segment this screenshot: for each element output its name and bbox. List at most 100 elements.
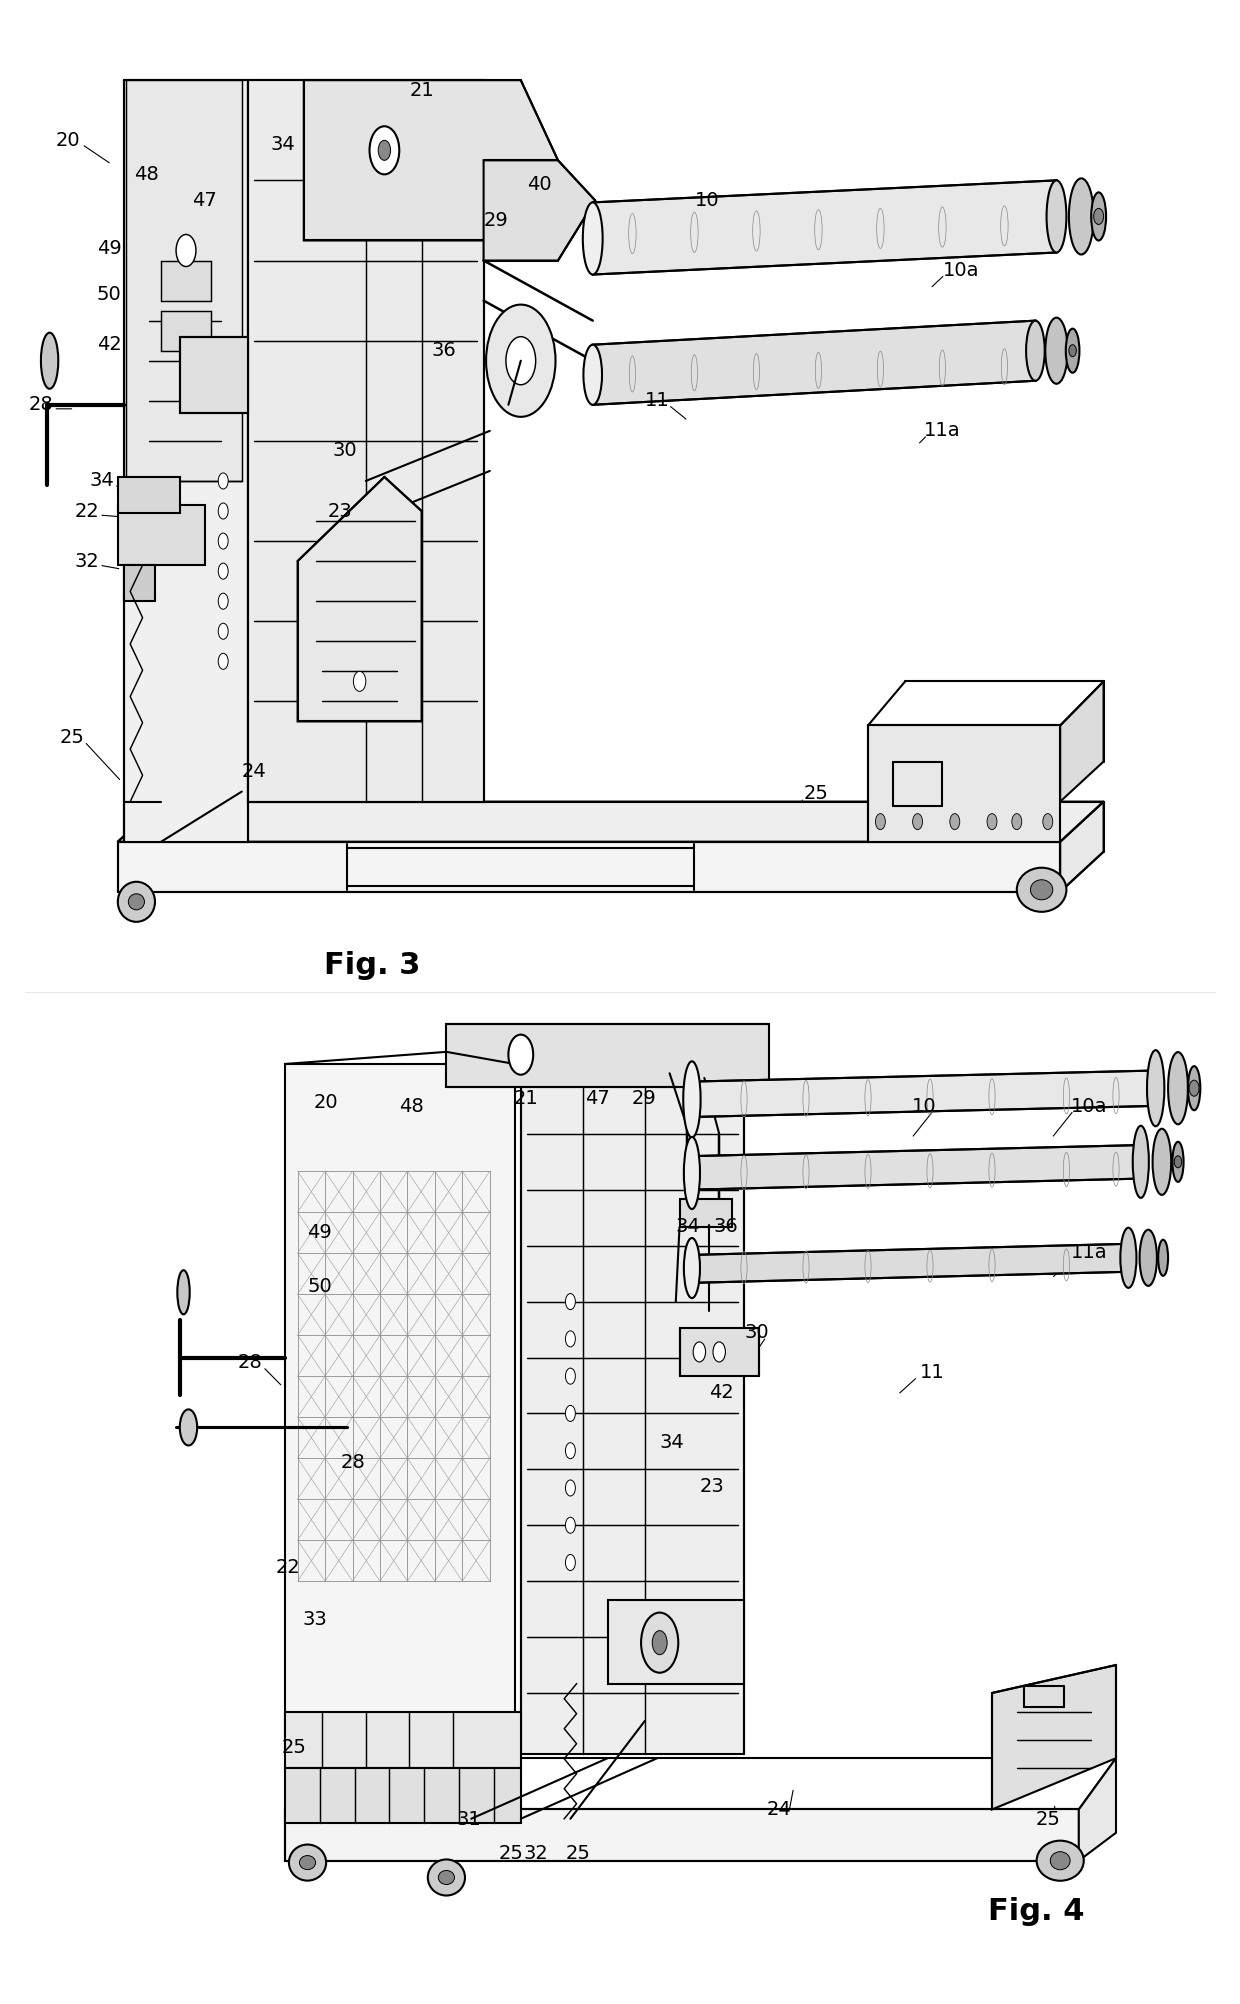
Polygon shape	[180, 337, 248, 413]
Circle shape	[565, 1405, 575, 1421]
Circle shape	[1069, 345, 1076, 357]
Ellipse shape	[1140, 1230, 1157, 1287]
Circle shape	[486, 305, 556, 417]
Ellipse shape	[1173, 1142, 1183, 1182]
Text: 30: 30	[332, 441, 357, 461]
Polygon shape	[992, 1665, 1116, 1810]
Polygon shape	[118, 477, 180, 513]
Circle shape	[565, 1331, 575, 1347]
Ellipse shape	[583, 202, 603, 275]
Circle shape	[218, 503, 228, 519]
Ellipse shape	[1147, 1050, 1164, 1126]
Text: 49: 49	[97, 238, 122, 259]
Text: 23: 23	[699, 1477, 724, 1497]
Ellipse shape	[41, 333, 58, 389]
Text: 28: 28	[341, 1453, 366, 1473]
Ellipse shape	[1017, 868, 1066, 912]
Text: 10a: 10a	[942, 261, 980, 281]
Polygon shape	[298, 477, 422, 721]
Circle shape	[987, 814, 997, 830]
Ellipse shape	[1121, 1228, 1136, 1289]
Polygon shape	[1079, 1758, 1116, 1860]
Text: 25: 25	[281, 1737, 306, 1758]
Text: 50: 50	[308, 1277, 332, 1297]
Text: 11: 11	[645, 391, 670, 411]
Text: 28: 28	[29, 395, 53, 415]
Ellipse shape	[1133, 1126, 1148, 1198]
Circle shape	[370, 126, 399, 174]
Text: 31: 31	[456, 1810, 481, 1830]
Circle shape	[218, 533, 228, 549]
Polygon shape	[868, 725, 1060, 842]
Circle shape	[1094, 208, 1104, 224]
Bar	[161, 261, 211, 301]
Bar	[446, 1024, 769, 1088]
Circle shape	[565, 1369, 575, 1385]
Circle shape	[950, 814, 960, 830]
Ellipse shape	[684, 1136, 699, 1208]
Text: 34: 34	[89, 471, 114, 491]
Polygon shape	[285, 1810, 1079, 1860]
Text: 20: 20	[56, 130, 81, 150]
Polygon shape	[124, 80, 248, 842]
Circle shape	[218, 653, 228, 669]
Text: 30: 30	[744, 1323, 769, 1343]
Ellipse shape	[439, 1870, 455, 1884]
Circle shape	[378, 140, 391, 160]
Circle shape	[1043, 814, 1053, 830]
Text: 42: 42	[97, 335, 122, 355]
Ellipse shape	[584, 345, 603, 405]
Text: 50: 50	[97, 285, 122, 305]
Text: 49: 49	[308, 1222, 332, 1242]
Ellipse shape	[129, 894, 144, 910]
Circle shape	[1189, 1080, 1199, 1096]
Text: 21: 21	[513, 1088, 538, 1108]
Circle shape	[218, 623, 228, 639]
Text: 25: 25	[498, 1844, 523, 1864]
Bar	[124, 565, 155, 601]
Text: 34: 34	[676, 1216, 701, 1236]
Circle shape	[713, 1343, 725, 1363]
Bar	[161, 311, 211, 351]
Circle shape	[218, 593, 228, 609]
Text: 25: 25	[804, 784, 828, 804]
Text: 11: 11	[920, 1363, 945, 1383]
Ellipse shape	[1025, 321, 1044, 381]
Circle shape	[913, 814, 923, 830]
Circle shape	[565, 1443, 575, 1459]
Ellipse shape	[1045, 319, 1068, 385]
Ellipse shape	[300, 1856, 315, 1870]
Polygon shape	[688, 1070, 1156, 1116]
Text: 25: 25	[565, 1844, 590, 1864]
Circle shape	[176, 234, 196, 267]
Text: 10: 10	[911, 1096, 936, 1116]
Text: 25: 25	[1035, 1810, 1060, 1830]
Bar	[118, 505, 205, 565]
Text: Fig. 3: Fig. 3	[324, 952, 420, 980]
Text: 33: 33	[303, 1609, 327, 1629]
Text: 11a: 11a	[1070, 1242, 1107, 1263]
Text: 34: 34	[660, 1433, 684, 1453]
Text: 29: 29	[484, 210, 508, 230]
Bar	[285, 1711, 521, 1768]
Ellipse shape	[1158, 1240, 1168, 1277]
Ellipse shape	[1168, 1052, 1188, 1124]
Ellipse shape	[118, 882, 155, 922]
Text: 10: 10	[694, 190, 719, 210]
Circle shape	[506, 337, 536, 385]
Polygon shape	[1060, 802, 1104, 892]
Circle shape	[652, 1631, 667, 1655]
Text: 10a: 10a	[1070, 1096, 1107, 1116]
Text: 47: 47	[192, 190, 217, 210]
Bar	[680, 1198, 732, 1226]
Text: 11a: 11a	[924, 421, 961, 441]
Ellipse shape	[1047, 180, 1066, 253]
Polygon shape	[304, 80, 558, 240]
Text: 20: 20	[314, 1092, 339, 1112]
Text: 29: 29	[631, 1088, 656, 1108]
Text: 25: 25	[60, 727, 84, 747]
Text: Fig. 4: Fig. 4	[988, 1898, 1085, 1926]
Text: 24: 24	[242, 762, 267, 782]
Ellipse shape	[1091, 192, 1106, 240]
Text: 47: 47	[585, 1088, 610, 1108]
